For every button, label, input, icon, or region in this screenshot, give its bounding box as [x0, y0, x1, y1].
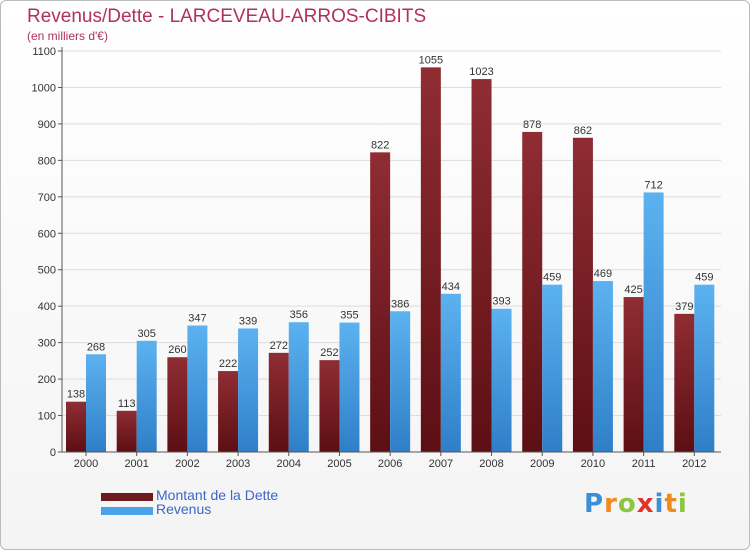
bar-revenus [491, 308, 512, 452]
y-tick-label: 400 [38, 301, 56, 313]
logo-letter: r [604, 489, 618, 519]
data-label-revenus: 355 [340, 310, 358, 322]
data-label-revenus: 386 [391, 298, 409, 310]
bar-dette [674, 313, 695, 452]
bar-dette [370, 152, 391, 453]
y-tick-label: 1000 [32, 82, 56, 94]
bar-dette [116, 410, 137, 452]
bar-dette [268, 352, 289, 452]
data-label-revenus: 393 [492, 296, 510, 308]
x-tick-label: 2000 [74, 458, 98, 470]
legend-swatch-revenus [101, 507, 153, 515]
bar-dette [572, 137, 593, 452]
y-tick-label: 0 [50, 447, 56, 459]
x-tick-label: 2002 [175, 458, 199, 470]
bar-dette [167, 357, 188, 452]
logo-letter: x [636, 489, 655, 519]
bar-dette [522, 131, 543, 453]
y-tick-label: 200 [38, 374, 56, 386]
logo-letter: P [584, 489, 605, 519]
data-label-dette: 113 [118, 398, 136, 410]
x-tick-label: 2004 [277, 458, 301, 470]
data-label-dette: 252 [320, 347, 338, 359]
bar-revenus [238, 328, 259, 452]
bar-dette [420, 67, 441, 453]
data-label-dette: 272 [270, 340, 288, 352]
y-tick-label: 700 [38, 192, 56, 204]
x-tick-label: 2010 [581, 458, 605, 470]
data-label-revenus: 459 [695, 272, 713, 284]
y-tick-label: 600 [38, 228, 56, 240]
bar-dette [66, 401, 86, 452]
data-label-revenus: 459 [543, 272, 561, 284]
data-label-revenus: 469 [594, 268, 612, 280]
y-tick-label: 900 [38, 119, 56, 131]
data-label-dette: 878 [523, 119, 541, 131]
bar-revenus [643, 192, 664, 452]
y-tick-label: 300 [38, 338, 56, 350]
bar-revenus [339, 322, 360, 452]
bar-dette [319, 360, 340, 452]
data-label-revenus: 712 [644, 179, 662, 191]
data-label-revenus: 347 [188, 313, 206, 325]
bar-revenus [592, 281, 613, 452]
chart-subtitle: (en milliers d'€) [27, 29, 108, 43]
bar-revenus [390, 311, 411, 452]
bar-revenus [136, 340, 157, 452]
data-label-revenus: 339 [239, 315, 257, 327]
x-tick-label: 2003 [226, 458, 250, 470]
data-label-dette: 1023 [469, 66, 493, 78]
data-label-dette: 222 [219, 358, 237, 370]
bar-revenus [288, 322, 309, 452]
x-tick-label: 2012 [682, 458, 706, 470]
data-label-revenus: 268 [87, 341, 105, 353]
legend-swatch-debt [101, 493, 153, 501]
x-tick-label: 2006 [378, 458, 402, 470]
bar-revenus [86, 354, 106, 452]
logo-letter: i [677, 489, 688, 519]
data-label-dette: 379 [675, 301, 693, 313]
y-tick-label: 500 [38, 265, 56, 277]
bar-dette [471, 79, 492, 452]
data-label-dette: 138 [67, 389, 85, 401]
x-tick-label: 2007 [429, 458, 453, 470]
proxiti-logo: Proxiti [584, 489, 688, 519]
data-label-dette: 1055 [419, 54, 443, 66]
bar-dette [623, 297, 644, 452]
bar-revenus [542, 284, 563, 452]
data-label-dette: 862 [574, 125, 592, 137]
data-label-dette: 425 [624, 284, 642, 296]
bar-revenus [694, 284, 715, 452]
x-tick-label: 2011 [632, 458, 656, 470]
x-tick-label: 2008 [479, 458, 503, 470]
data-label-dette: 822 [371, 139, 389, 151]
x-tick-label: 2001 [124, 458, 148, 470]
x-tick-label: 2009 [530, 458, 554, 470]
data-label-dette: 260 [168, 344, 186, 356]
data-label-revenus: 356 [290, 309, 308, 321]
bar-dette [218, 371, 239, 452]
logo-letter: i [654, 489, 665, 519]
y-tick-label: 800 [38, 155, 56, 167]
x-tick-label: 2005 [327, 458, 351, 470]
y-tick-label: 1100 [32, 46, 56, 58]
data-label-revenus: 434 [442, 281, 460, 293]
legend-label-revenus: Revenus [156, 501, 212, 517]
bar-revenus [187, 325, 208, 452]
bar-revenus [440, 293, 461, 452]
legend-label-debt: Montant de la Dette [156, 487, 279, 503]
data-label-revenus: 305 [138, 328, 156, 340]
logo-letter: t [664, 489, 678, 519]
logo-letter: o [617, 489, 637, 519]
y-tick-label: 100 [38, 411, 56, 423]
chart-title: Revenus/Dette - LARCEVEAU-ARROS-CIBITS [27, 6, 427, 27]
